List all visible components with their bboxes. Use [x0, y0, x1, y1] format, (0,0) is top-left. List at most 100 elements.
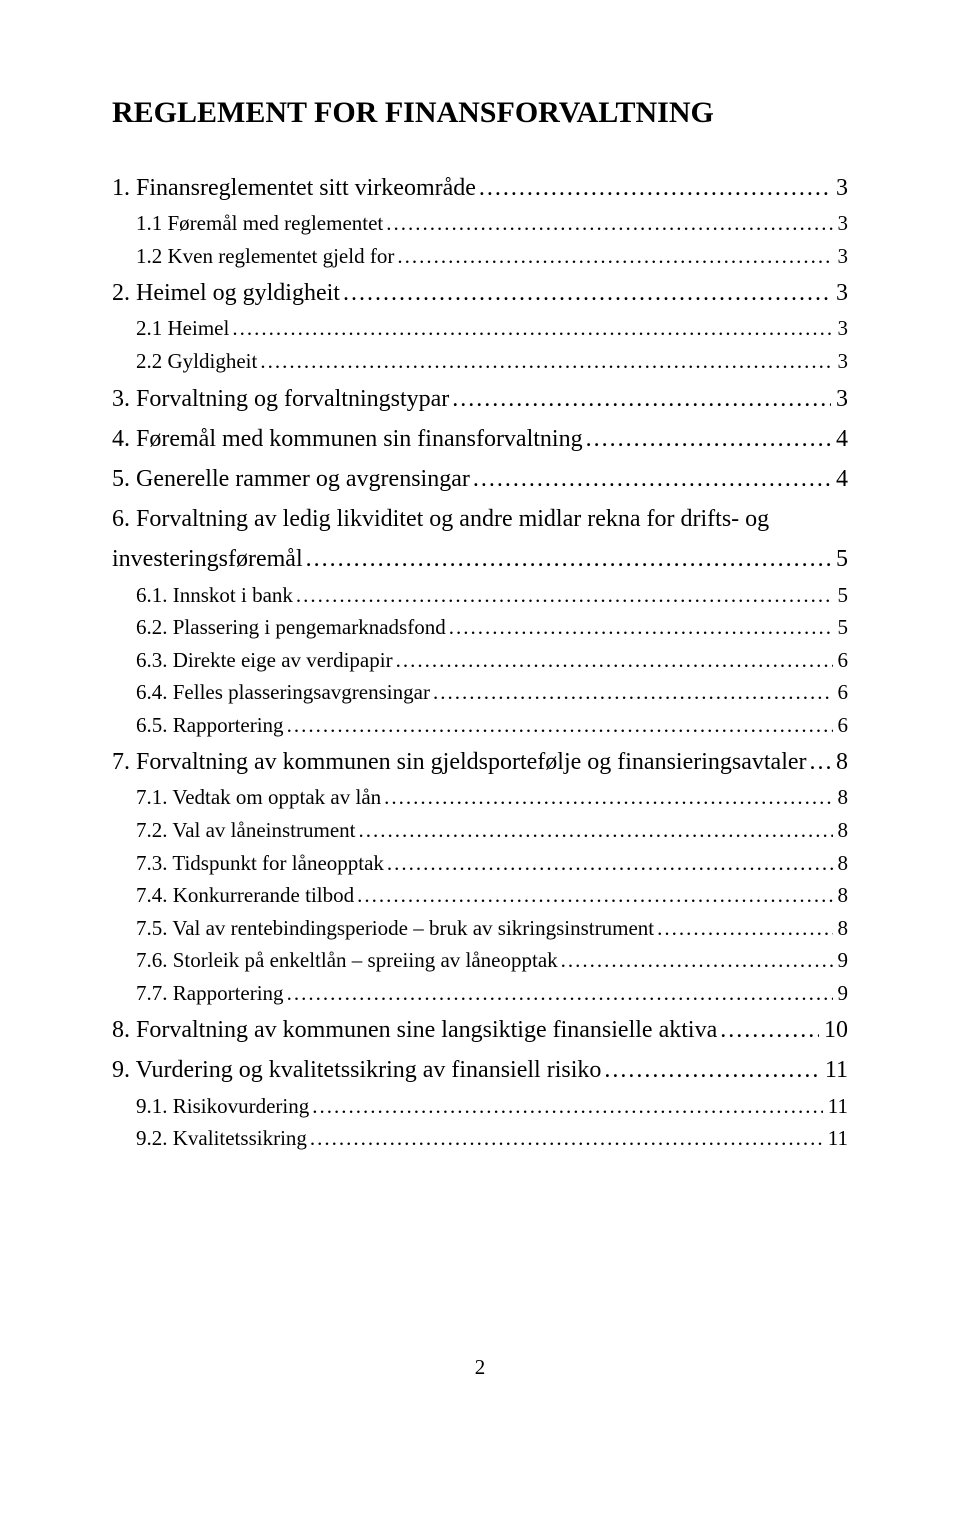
toc-label: 1.2 Kven reglementet gjeld for [136, 240, 394, 273]
toc-label: 2.2 Gyldigheit [136, 345, 257, 378]
toc-label: 6. Forvaltning av ledig likviditet og an… [112, 501, 769, 538]
toc-label: 1.1 Føremål med reglementet [136, 207, 383, 240]
toc-dots [397, 240, 832, 273]
toc-entry: 3. Forvaltning og forvaltningstypar 3 [112, 381, 848, 418]
toc-dots [586, 421, 831, 458]
toc-page: 3 [836, 345, 849, 378]
toc-entry: 9. Vurdering og kvalitetssikring av fina… [112, 1052, 848, 1089]
toc-page: 6 [836, 644, 849, 677]
toc-label: 8. Forvaltning av kommunen sine langsikt… [112, 1012, 717, 1049]
toc-dots [452, 381, 831, 418]
toc-dots [312, 1090, 823, 1123]
toc-page: 8 [836, 912, 849, 945]
toc-label: 2.1 Heimel [136, 312, 229, 345]
toc-page: 8 [836, 814, 849, 847]
toc-page: 4 [834, 461, 848, 498]
toc-page: 3 [834, 170, 848, 207]
toc-entry: 6.3. Direkte eige av verdipapir6 [112, 644, 848, 677]
toc-entry: 7.3. Tidspunkt for låneopptak8 [112, 847, 848, 880]
toc-entry: 2.2 Gyldigheit 3 [112, 345, 848, 378]
toc-entry: 9.1. Risikovurdering 11 [112, 1090, 848, 1123]
toc-entry: 7.2. Val av låneinstrument 8 [112, 814, 848, 847]
toc-dots [810, 744, 831, 781]
toc-dots [296, 579, 833, 612]
toc-page: 5 [834, 541, 848, 578]
toc-page: 3 [836, 312, 849, 345]
toc-entry: 9.2. Kvalitetssikring11 [112, 1122, 848, 1155]
toc-label: 7.6. Storleik på enkeltlån – spreiing av… [136, 944, 558, 977]
toc-page: 8 [834, 744, 848, 781]
toc-label: 1. Finansreglementet sitt virkeområde [112, 170, 476, 207]
toc-label: 7.5. Val av rentebindingsperiode – bruk … [136, 912, 654, 945]
toc-entry: 6. Forvaltning av ledig likviditet og an… [112, 501, 848, 538]
toc-label: 7.7. Rapportering [136, 977, 284, 1010]
toc-label: 6.4. Felles plasseringsavgrensingar [136, 676, 430, 709]
toc-entry: 6.5. Rapportering 6 [112, 709, 848, 742]
toc-label: 9. Vurdering og kvalitetssikring av fina… [112, 1052, 601, 1089]
toc-label: 7. Forvaltning av kommunen sin gjeldspor… [112, 744, 807, 781]
page-number: 2 [112, 1355, 848, 1380]
toc-entry: 1. Finansreglementet sitt virkeområde 3 [112, 170, 848, 207]
toc-entry: 7.4. Konkurrerande tilbod 8 [112, 879, 848, 912]
toc-dots [287, 977, 833, 1010]
toc-entry: 2. Heimel og gyldigheit 3 [112, 275, 848, 312]
toc-dots [604, 1052, 820, 1089]
toc-page: 6 [836, 709, 849, 742]
toc-dots [359, 814, 833, 847]
toc-entry: 7.5. Val av rentebindingsperiode – bruk … [112, 912, 848, 945]
toc-dots [396, 644, 833, 677]
toc-label: 7.3. Tidspunkt for låneopptak [136, 847, 384, 880]
toc-page: 11 [826, 1090, 848, 1123]
toc-dots [386, 207, 832, 240]
toc-page: 8 [836, 781, 849, 814]
toc-entry: 4. Føremål med kommunen sin finansforval… [112, 421, 848, 458]
toc-page: 5 [836, 579, 849, 612]
toc-label: 9.1. Risikovurdering [136, 1090, 309, 1123]
toc-page: 3 [834, 381, 848, 418]
toc-entry: 1.2 Kven reglementet gjeld for 3 [112, 240, 848, 273]
toc-label: 7.2. Val av låneinstrument [136, 814, 356, 847]
toc-page: 8 [836, 879, 849, 912]
toc-dots [720, 1012, 819, 1049]
document-page: REGLEMENT FOR FINANSFORVALTNING 1. Finan… [0, 0, 960, 1428]
toc-label: 3. Forvaltning og forvaltningstypar [112, 381, 449, 418]
toc-dots [310, 1122, 823, 1155]
toc-page: 9 [836, 944, 849, 977]
toc-entry: 6.4. Felles plasseringsavgrensingar6 [112, 676, 848, 709]
toc-label: 7.4. Konkurrerande tilbod [136, 879, 354, 912]
toc-label: investeringsføremål [112, 541, 303, 578]
toc-dots [449, 611, 833, 644]
toc-entry: 7.6. Storleik på enkeltlån – spreiing av… [112, 944, 848, 977]
toc-label: 6.5. Rapportering [136, 709, 284, 742]
toc-entry: 5. Generelle rammer og avgrensingar 4 [112, 461, 848, 498]
toc-page: 3 [834, 275, 848, 312]
toc-dots [384, 781, 832, 814]
toc-label: 7.1. Vedtak om opptak av lån [136, 781, 381, 814]
table-of-contents: 1. Finansreglementet sitt virkeområde31.… [112, 170, 848, 1155]
toc-dots [232, 312, 832, 345]
toc-dots [343, 275, 831, 312]
toc-dots [657, 912, 832, 945]
toc-dots [433, 676, 833, 709]
toc-entry: 7.1. Vedtak om opptak av lån 8 [112, 781, 848, 814]
toc-page: 3 [836, 207, 849, 240]
toc-dots [561, 944, 833, 977]
toc-label: 6.1. Innskot i bank [136, 579, 293, 612]
toc-dots [260, 345, 832, 378]
toc-dots [479, 170, 831, 207]
toc-dots [287, 709, 833, 742]
toc-label: 2. Heimel og gyldigheit [112, 275, 340, 312]
toc-page: 4 [834, 421, 848, 458]
toc-page: 3 [836, 240, 849, 273]
toc-label: 5. Generelle rammer og avgrensingar [112, 461, 470, 498]
toc-dots [357, 879, 832, 912]
toc-dots [387, 847, 833, 880]
toc-label: 9.2. Kvalitetssikring [136, 1122, 307, 1155]
toc-page: 10 [822, 1012, 848, 1049]
toc-page: 5 [836, 611, 849, 644]
toc-entry: 1.1 Føremål med reglementet 3 [112, 207, 848, 240]
toc-page: 9 [836, 977, 849, 1010]
toc-label: 4. Føremål med kommunen sin finansforval… [112, 421, 583, 458]
toc-dots [473, 461, 831, 498]
toc-entry: 8. Forvaltning av kommunen sine langsikt… [112, 1012, 848, 1049]
